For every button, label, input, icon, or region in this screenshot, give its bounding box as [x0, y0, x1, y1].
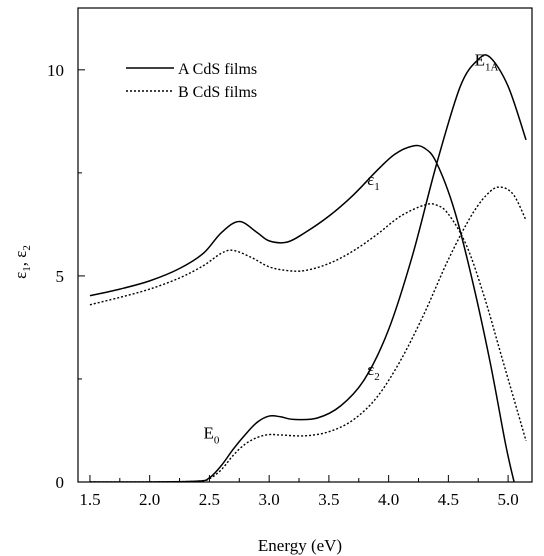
y-tick-label: 0 [56, 473, 65, 492]
plot-area [77, 7, 533, 483]
annotation-label: ε1 [367, 170, 380, 193]
y-axis-title-sub-1: 1 [21, 266, 33, 272]
x-axis-title: Energy (eV) [258, 536, 342, 555]
x-tick-label: 5.0 [497, 490, 518, 509]
annotation-label: E1A [475, 51, 499, 74]
annotation-label: ε2 [367, 360, 380, 383]
x-tick-label: 3.5 [318, 490, 339, 509]
x-tick-label: 4.0 [378, 490, 399, 509]
y-tick-label: 10 [47, 61, 64, 80]
x-tick-label: 1.5 [79, 490, 100, 509]
plot-frame [77, 7, 533, 483]
series-line-a-eps2 [89, 54, 527, 482]
axes-layer: 1.5 2.0 2.5 3.0 3.5 4.0 4.5 5.0 0 5 10 [47, 61, 519, 509]
x-tick-label: 4.5 [438, 490, 459, 509]
legend-label: B CdS films [178, 84, 257, 101]
series-line-b-eps1 [89, 203, 527, 441]
x-tick-label: 2.0 [139, 490, 160, 509]
y-axis-title-sub-2: 2 [21, 245, 33, 251]
annotation-layer: E1A ε1 ε2 E0 [203, 51, 498, 447]
x-tick-label: 2.5 [199, 490, 220, 509]
legend-label: A CdS films [178, 61, 257, 78]
y-axis-title-sep: , [11, 258, 30, 267]
annotation-label: E0 [203, 424, 219, 447]
series-layer [89, 54, 527, 482]
legend: A CdS films B CdS films [126, 61, 257, 101]
y-axis-title-base-1: ε [11, 272, 30, 279]
series-line-a-eps1 [89, 144, 515, 482]
y-axis-title: ε1, ε2 [11, 245, 33, 279]
y-tick-label: 5 [56, 267, 65, 286]
series-line-b-eps2 [89, 186, 527, 482]
y-axis-title-base-2: ε [11, 251, 30, 258]
x-tick-label: 3.0 [259, 490, 280, 509]
